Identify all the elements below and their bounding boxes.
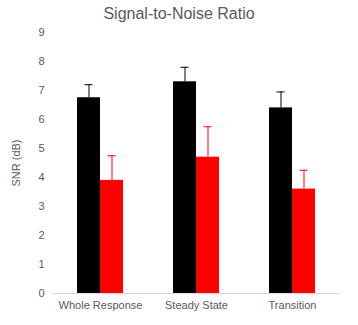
svg-text:5: 5 (38, 142, 44, 154)
svg-text:2: 2 (38, 229, 44, 241)
svg-text:4: 4 (38, 171, 44, 183)
svg-text:Transition: Transition (269, 299, 317, 311)
html-text:Signal-to-Noise Ratio: Signal-to-Noise Ratio (103, 5, 255, 22)
svg-text:Whole Response: Whole Response (59, 299, 143, 311)
svg-text:7: 7 (38, 84, 44, 96)
svg-text:9: 9 (38, 26, 44, 38)
svg-text:SNR (dB): SNR (dB) (10, 139, 22, 186)
svg-text:1: 1 (38, 258, 44, 270)
svg-text:Steady State: Steady State (165, 299, 228, 311)
svg-text:6: 6 (38, 113, 44, 125)
svg-text:3: 3 (38, 200, 44, 212)
svg-text:0: 0 (38, 287, 44, 299)
svg-text:8: 8 (38, 55, 44, 67)
